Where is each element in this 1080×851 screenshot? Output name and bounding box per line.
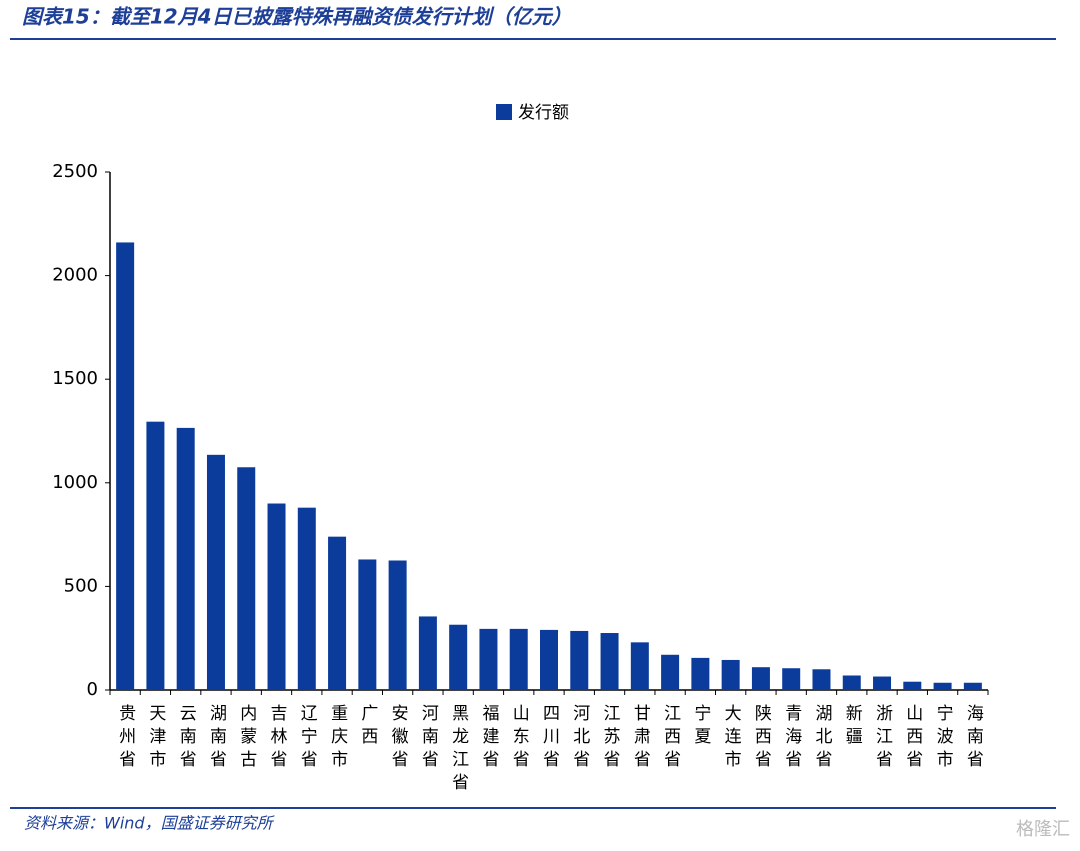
bar — [146, 421, 165, 690]
bar — [237, 467, 256, 690]
bar — [963, 682, 982, 690]
y-tick-label: 1000 — [52, 472, 98, 493]
y-tick-label: 500 — [64, 575, 98, 596]
bar — [267, 503, 286, 690]
x-tick-label: 四川省 — [539, 704, 560, 773]
x-tick-label: 内蒙古 — [236, 704, 257, 773]
x-tick-label: 河南省 — [418, 704, 439, 773]
x-tick-label: 贵州省 — [115, 704, 136, 773]
bar — [842, 675, 861, 690]
x-tick-label: 湖南省 — [206, 704, 227, 773]
bar — [116, 242, 135, 690]
bar — [873, 676, 892, 690]
bar — [297, 507, 316, 690]
x-tick-label: 河北省 — [569, 704, 590, 773]
x-tick-label: 黑龙江省 — [448, 704, 469, 796]
x-tick-label: 陕西省 — [751, 704, 772, 773]
x-tick-label: 吉林省 — [267, 704, 288, 773]
legend-swatch — [496, 104, 512, 120]
bar — [540, 629, 558, 690]
x-tick-label: 大连市 — [721, 704, 742, 773]
bar — [358, 559, 377, 690]
legend-label: 发行额 — [518, 103, 569, 123]
x-tick-label: 湖北省 — [811, 704, 832, 773]
bar — [449, 624, 468, 690]
source-note: 资料来源：Wind，国盛证券研究所 — [24, 814, 276, 833]
y-tick-label: 0 — [87, 679, 98, 700]
x-tick-label: 天津市 — [145, 704, 166, 773]
x-tick-label: 山东省 — [509, 704, 530, 773]
x-tick-label: 山西省 — [902, 704, 923, 773]
x-tick-label: 重庆市 — [327, 704, 348, 773]
x-tick-label: 新疆 — [842, 704, 863, 750]
bar — [388, 560, 407, 690]
bar — [328, 536, 347, 690]
x-tick-label: 甘肃省 — [630, 704, 651, 773]
bar — [176, 427, 195, 690]
bar — [782, 668, 801, 690]
bar — [903, 681, 922, 690]
x-tick-label: 江苏省 — [600, 704, 621, 773]
x-tick-label: 宁夏 — [690, 704, 711, 750]
bar — [206, 454, 225, 690]
x-tick-label: 江西省 — [660, 704, 681, 773]
y-tick-label: 2000 — [52, 265, 98, 286]
bar — [721, 659, 740, 690]
watermark: 格隆汇 — [1016, 819, 1070, 840]
x-tick-label: 浙江省 — [872, 704, 893, 773]
chart-title: 图表15：截至12月4日已披露特殊再融资债发行计划（亿元） — [22, 5, 572, 29]
bar — [630, 642, 649, 690]
bar — [570, 630, 589, 690]
x-tick-label: 广西 — [357, 704, 378, 750]
bar — [600, 633, 619, 690]
bar — [418, 616, 437, 690]
bar — [933, 682, 952, 690]
x-tick-label: 海南省 — [963, 704, 984, 773]
bar — [812, 669, 831, 690]
y-tick-label: 1500 — [52, 368, 98, 389]
bar — [691, 657, 710, 690]
x-tick-label: 福建省 — [478, 704, 499, 773]
bar — [751, 667, 770, 690]
x-tick-label: 宁波市 — [933, 704, 954, 773]
y-tick-label: 2500 — [52, 161, 98, 182]
x-tick-label: 辽宁省 — [297, 704, 318, 773]
x-tick-label: 云南省 — [176, 704, 197, 773]
x-tick-label: 安徽省 — [388, 704, 409, 773]
bar — [661, 654, 680, 690]
bar — [479, 628, 498, 690]
x-tick-label: 青海省 — [781, 704, 802, 773]
bar — [509, 628, 528, 690]
